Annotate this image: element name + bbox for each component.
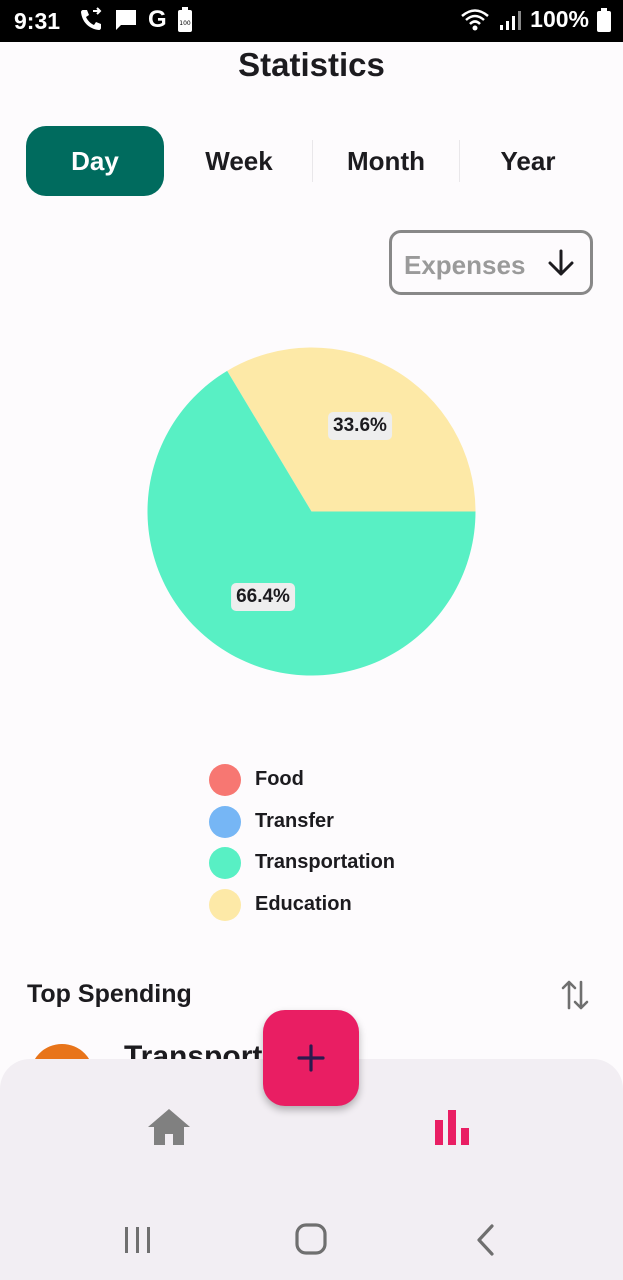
tab-year[interactable]: Year	[500, 146, 556, 176]
legend-label-transfer: Transfer	[255, 809, 334, 832]
legend-dot-transfer	[209, 805, 241, 838]
system-navigation-bar	[0, 1205, 623, 1280]
tab-week[interactable]: Week	[205, 146, 273, 176]
wifi-icon	[461, 8, 489, 30]
legend-label-transportation: Transportation	[255, 851, 396, 873]
back-icon[interactable]	[472, 1223, 500, 1257]
legend-dot-education	[209, 888, 241, 921]
status-bar: 9:31 G 100 100%	[0, 0, 623, 42]
message-icon	[116, 10, 136, 30]
dropdown-value: Expenses	[404, 250, 526, 280]
battery-small-text: 100	[179, 20, 191, 27]
status-icons-left: G 100	[78, 6, 193, 34]
recent-apps-icon[interactable]	[122, 1225, 154, 1255]
tab-month[interactable]: Month	[347, 146, 425, 176]
plus-icon	[297, 1044, 325, 1072]
pie-chart: 33.6% 66.4%	[140, 340, 483, 683]
tab-divider	[459, 140, 460, 182]
tab-divider	[312, 140, 313, 182]
legend-dot-transportation	[209, 847, 241, 879]
signal-icon	[500, 10, 522, 30]
legend-label-food: Food	[255, 768, 304, 790]
legend-dot-food	[209, 764, 241, 796]
battery-saver-icon: 100	[177, 7, 192, 32]
add-transaction-button[interactable]	[263, 1010, 359, 1106]
status-icons-right: 100%	[460, 6, 611, 33]
pie-slice-transportation	[147, 370, 476, 676]
battery-percent: 100%	[530, 6, 589, 32]
page-title: Statistics	[238, 46, 385, 83]
tab-day[interactable]: Day	[26, 126, 164, 196]
pie-chart-svg	[147, 347, 476, 676]
period-tabs: Day Week Month Year	[26, 126, 600, 196]
wifi-call-icon	[81, 7, 102, 30]
carrier-g: G	[148, 6, 167, 33]
home-button-icon[interactable]	[294, 1222, 328, 1256]
top-spending-title: Top Spending	[27, 980, 192, 1008]
home-icon[interactable]	[146, 1107, 192, 1147]
slice-label-transportation: 66.4%	[231, 583, 295, 612]
sort-icon[interactable]	[560, 978, 590, 1012]
status-time: 9:31	[14, 8, 61, 34]
battery-icon	[597, 7, 611, 32]
category-name: Transport	[124, 1040, 263, 1060]
legend-label-education: Education	[255, 892, 352, 915]
category-avatar	[30, 1044, 94, 1060]
type-dropdown[interactable]: Expenses	[389, 230, 593, 295]
slice-label-education: 33.6%	[328, 411, 392, 440]
top-spending-item[interactable]: Transport	[0, 1030, 623, 1060]
arrow-down-icon	[548, 249, 574, 276]
bar-chart-icon[interactable]	[434, 1108, 472, 1146]
